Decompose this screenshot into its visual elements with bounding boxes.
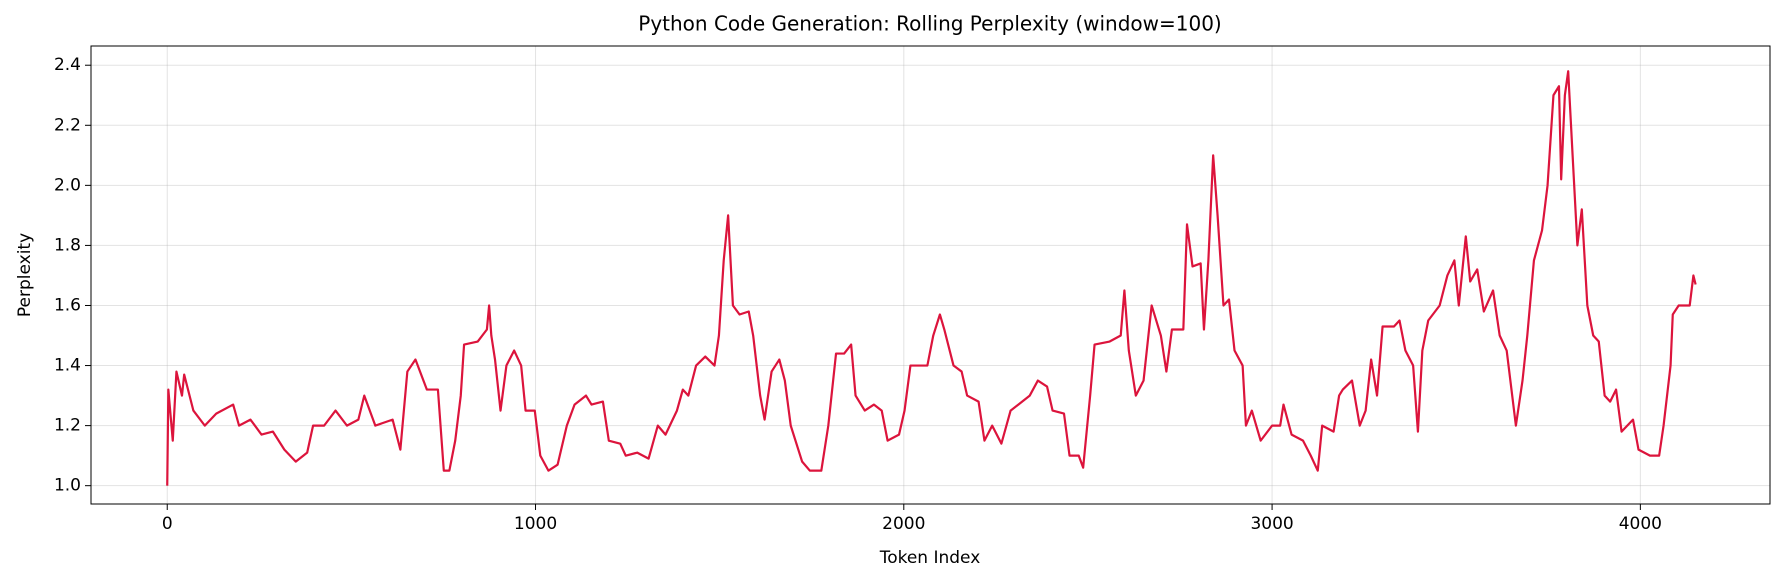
y-tick-label: 1.4 — [54, 356, 81, 376]
y-tick-label: 2.0 — [54, 175, 81, 195]
y-axis-label: Perplexity — [15, 233, 35, 317]
x-tick-label: 3000 — [1250, 514, 1293, 534]
x-tick-label: 1000 — [514, 514, 557, 534]
chart-title: Python Code Generation: Rolling Perplexi… — [638, 12, 1221, 36]
y-tick-label: 2.4 — [54, 55, 81, 75]
y-tick-label: 2.2 — [54, 115, 81, 135]
x-tick-label: 0 — [162, 514, 173, 534]
x-tick-label: 4000 — [1619, 514, 1662, 534]
y-tick-label: 1.8 — [54, 235, 81, 255]
data-line — [166, 70, 1697, 486]
y-tick-label: 1.2 — [54, 416, 81, 436]
y-tick-label: 1.0 — [54, 476, 81, 496]
x-tick-label: 2000 — [882, 514, 925, 534]
y-tick-label: 1.6 — [54, 295, 81, 315]
plot-frame — [90, 45, 1771, 505]
x-axis-label: Token Index — [879, 548, 981, 568]
